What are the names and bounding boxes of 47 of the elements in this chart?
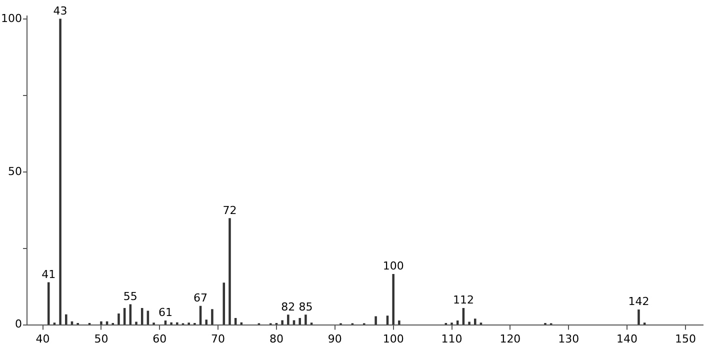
x-tick-label: 60 bbox=[152, 332, 167, 346]
x-tick-label: 110 bbox=[441, 332, 462, 346]
bar bbox=[118, 313, 120, 325]
x-tick-label: 70 bbox=[211, 332, 226, 346]
annotation: 142 bbox=[628, 295, 650, 308]
annotation: 61 bbox=[158, 306, 172, 320]
y-tick-label: 0 bbox=[14, 318, 22, 331]
bar bbox=[65, 314, 68, 325]
bar bbox=[205, 320, 208, 325]
annotation: 67 bbox=[194, 292, 208, 305]
annotation: 72 bbox=[222, 204, 237, 217]
bar bbox=[281, 320, 284, 325]
bar bbox=[292, 320, 296, 325]
bar bbox=[638, 309, 640, 325]
bar bbox=[211, 309, 214, 325]
x-tick-label: 100 bbox=[382, 332, 404, 346]
x-tick-label: 140 bbox=[616, 332, 638, 346]
x-tick-label: 40 bbox=[36, 332, 50, 346]
annotation: 100 bbox=[382, 260, 404, 273]
annotation: 82 bbox=[281, 300, 296, 314]
bar bbox=[304, 314, 307, 325]
x-tick-label: 90 bbox=[328, 332, 342, 346]
bar bbox=[100, 321, 102, 325]
bar bbox=[287, 314, 290, 325]
bar bbox=[170, 322, 172, 325]
x-tick-label: 120 bbox=[500, 332, 521, 346]
bar bbox=[228, 218, 231, 325]
bar bbox=[468, 322, 470, 325]
bar bbox=[392, 274, 394, 325]
bar bbox=[176, 322, 178, 325]
y-tick-label: 50 bbox=[8, 164, 22, 178]
annotation: 85 bbox=[298, 300, 313, 314]
annotation: 112 bbox=[452, 294, 474, 307]
y-tick-label: 100 bbox=[0, 12, 22, 25]
x-tick-label: 80 bbox=[269, 332, 284, 346]
bar bbox=[298, 318, 301, 325]
x-tick-label: 50 bbox=[94, 332, 108, 346]
bar bbox=[398, 320, 400, 325]
bar bbox=[374, 316, 377, 325]
bar bbox=[59, 18, 62, 325]
x-tick-label: 130 bbox=[558, 332, 580, 346]
x-tick-label: 150 bbox=[674, 332, 696, 346]
annotation: 43 bbox=[53, 4, 68, 18]
annotation: 41 bbox=[42, 268, 56, 281]
bar bbox=[135, 322, 138, 325]
annotation: 55 bbox=[123, 290, 138, 303]
bar bbox=[474, 318, 476, 325]
